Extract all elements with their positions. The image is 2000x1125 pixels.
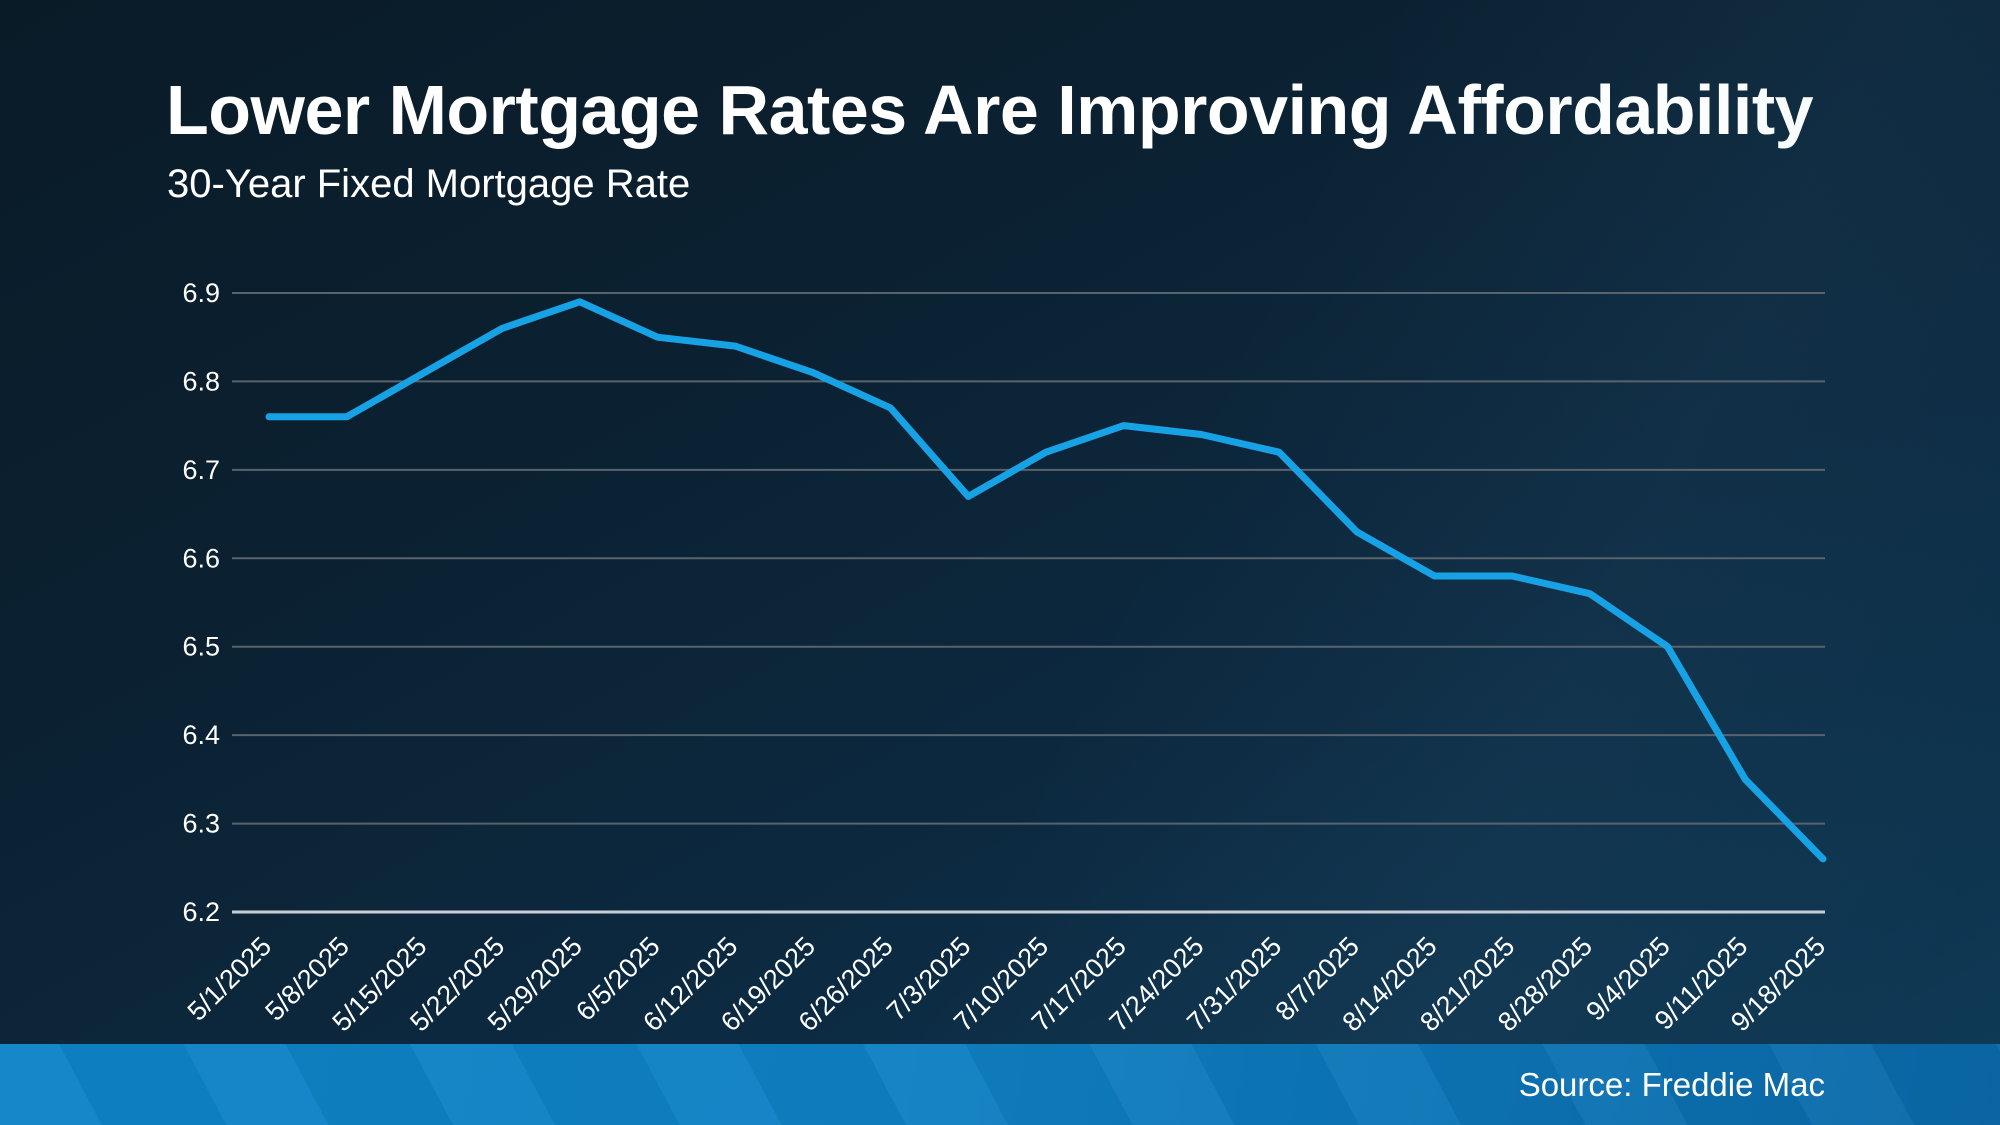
y-axis-tick-label: 6.6 [182, 543, 220, 573]
chart-subtitle: 30-Year Fixed Mortgage Rate [167, 162, 691, 206]
mortgage-rate-line-chart: 6.96.86.76.66.56.46.36.25/1/20255/8/2025… [182, 278, 1832, 1037]
y-axis-tick-label: 6.2 [182, 897, 220, 927]
mortgage-rate-series-line [265, 298, 1827, 863]
y-axis-tick-label: 6.9 [182, 278, 220, 308]
footer-bar: Source: Freddie Mac [0, 1044, 2000, 1125]
y-axis-tick-label: 6.5 [182, 632, 220, 662]
y-axis-tick-label: 6.7 [182, 455, 220, 485]
y-axis-tick-label: 6.8 [182, 366, 220, 396]
y-axis-tick-label: 6.3 [182, 809, 220, 839]
chart-title: Lower Mortgage Rates Are Improving Affor… [166, 71, 1814, 149]
y-axis-tick-label: 6.4 [182, 720, 220, 750]
x-axis-tick-label: 5/1/2025 [182, 931, 278, 1027]
source-attribution: Source: Freddie Mac [1518, 1065, 1825, 1103]
